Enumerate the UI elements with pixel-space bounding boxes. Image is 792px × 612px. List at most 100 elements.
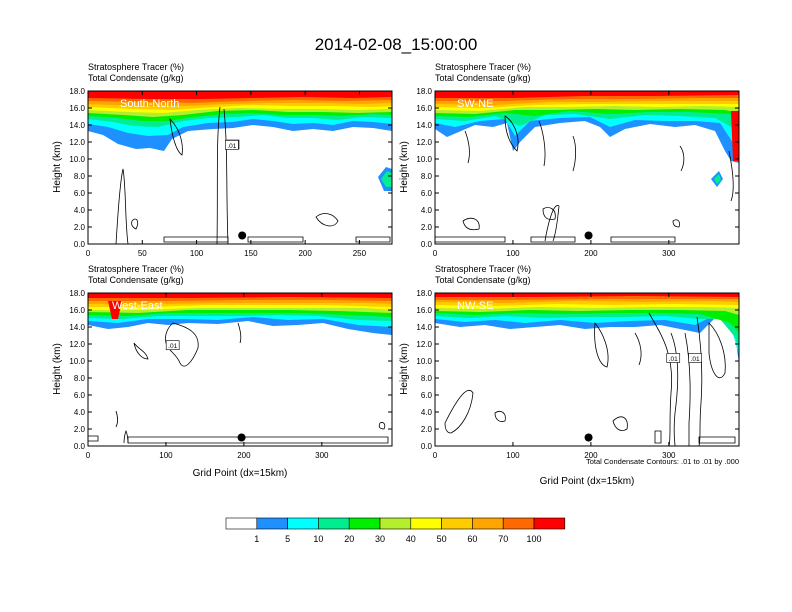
y-tick-label: 16.0 (416, 104, 432, 113)
x-tick-label: 0 (433, 249, 438, 258)
y-tick-label: 2.0 (74, 223, 86, 232)
y-tick-label: 10.0 (416, 357, 432, 366)
panel-line1: Stratosphere Tracer (%) (88, 62, 184, 72)
y-tick-label: 0.0 (421, 442, 433, 451)
panel-line2: Total Condensate (g/kg) (88, 73, 184, 83)
colorbar-swatch (318, 517, 350, 530)
x-tick-label: 200 (584, 451, 598, 460)
y-tick-label: 16.0 (69, 306, 85, 315)
colorbar-swatch (441, 517, 473, 530)
contour-label: .01 (691, 356, 700, 363)
y-axis: 0.0 2.0 4.0 6.0 8.0 10.0 12.0 14.0 16.0 18.0 (416, 289, 739, 451)
x-tick-label: 250 (353, 249, 367, 258)
y-axis: 0.0 2.0 4.0 6.0 8.0 10.0 12.0 14.0 16.0 18.0 (416, 87, 739, 249)
colorbar-label: 100 (526, 534, 541, 544)
contour-label: .01 (227, 143, 236, 150)
y-tick-label: 6.0 (74, 189, 86, 198)
panel-line1: Stratosphere Tracer (%) (435, 62, 531, 72)
y-tick-label: 0.0 (74, 240, 86, 249)
y-tick-label: 18.0 (416, 87, 432, 96)
y-tick-label: 16.0 (416, 306, 432, 315)
location-marker (237, 433, 246, 442)
x-axis: 0 50 100 150 200 250 (86, 91, 367, 258)
y-tick-label: 0.0 (74, 442, 86, 451)
x-tick-label: 100 (190, 249, 204, 258)
y-tick-label: 8.0 (421, 374, 433, 383)
colorbar-label: 10 (313, 534, 323, 544)
y-axis-label: Height (km) (399, 343, 410, 395)
colorbar-label: 50 (437, 534, 447, 544)
y-axis: 0.0 2.0 4.0 6.0 8.0 10.0 12.0 14.0 16.0 18.0 (69, 289, 392, 451)
colorbar-swatch (379, 517, 412, 530)
y-tick-label: 18.0 (69, 87, 85, 96)
y-axis-label: Height (km) (52, 141, 63, 193)
colorbar-label: 20 (344, 534, 354, 544)
x-axis-label: Grid Point (dx=15km) (193, 468, 288, 479)
y-tick-label: 12.0 (69, 340, 85, 349)
location-marker (238, 231, 247, 240)
contour-label-box (165, 340, 180, 351)
x-tick-label: 300 (662, 249, 676, 258)
panel-line2: Total Condensate (g/kg) (435, 73, 531, 83)
x-axis: 0 100 200 300 (433, 91, 676, 258)
y-tick-label: 16.0 (69, 104, 85, 113)
panel-line1: Stratosphere Tracer (%) (435, 264, 531, 274)
plot-area (435, 91, 739, 244)
y-tick-label: 14.0 (69, 323, 85, 332)
panel-label: South-North (120, 98, 179, 110)
panel-line2: Total Condensate (g/kg) (435, 275, 531, 285)
y-tick-label: 14.0 (416, 121, 432, 130)
y-tick-label: 6.0 (421, 189, 433, 198)
y-axis: 0.0 2.0 4.0 6.0 8.0 10.0 12.0 14.0 16.0 18.0 (69, 87, 392, 249)
plot-area (88, 91, 392, 244)
panel-west-east: Stratosphere Tracer (%) Total Condensate… (52, 264, 393, 479)
y-tick-label: 10.0 (69, 155, 85, 164)
plot-area (88, 293, 392, 446)
colorbar-label: 30 (375, 534, 385, 544)
y-tick-label: 8.0 (74, 374, 86, 383)
y-tick-label: 12.0 (416, 340, 432, 349)
colorbar: 1 5 10 20 30 40 50 60 70 100 (225, 517, 566, 544)
y-tick-label: 2.0 (421, 425, 433, 434)
y-tick-label: 8.0 (74, 172, 86, 181)
y-tick-label: 10.0 (416, 155, 432, 164)
y-tick-label: 8.0 (421, 172, 433, 181)
x-tick-label: 200 (298, 249, 312, 258)
plot-area (435, 293, 739, 446)
y-tick-label: 12.0 (416, 138, 432, 147)
colorbar-swatch (225, 517, 258, 530)
colorbar-swatch (348, 517, 381, 530)
panel-nw-se: Stratosphere Tracer (%) Total Condensate… (399, 264, 740, 487)
x-tick-label: 0 (86, 249, 91, 258)
x-tick-label: 200 (584, 249, 598, 258)
contour-label: .01 (168, 343, 177, 350)
y-tick-label: 4.0 (74, 206, 86, 215)
colorbar-label: 1 (254, 534, 259, 544)
y-tick-label: 12.0 (69, 138, 85, 147)
y-tick-label: 14.0 (69, 121, 85, 130)
x-tick-label: 300 (662, 451, 676, 460)
figure-title: 2014-02-08_15:00:00 (315, 35, 478, 54)
y-tick-label: 2.0 (421, 223, 433, 232)
colorbar-swatch (502, 517, 535, 530)
y-tick-label: 6.0 (74, 391, 86, 400)
contour-note: Total Condensate Contours: .01 to .01 by… (586, 457, 739, 466)
y-tick-label: 4.0 (74, 408, 86, 417)
y-tick-label: 10.0 (69, 357, 85, 366)
panel-line2: Total Condensate (g/kg) (88, 275, 184, 285)
x-tick-label: 100 (159, 451, 173, 460)
colorbar-label: 40 (406, 534, 416, 544)
x-axis: 0 100 200 300 (433, 293, 676, 460)
y-tick-label: 2.0 (74, 425, 86, 434)
x-tick-label: 50 (138, 249, 147, 258)
panel-south-north: Stratosphere Tracer (%) Total Condensate… (52, 62, 393, 258)
y-tick-label: 0.0 (421, 240, 433, 249)
colorbar-label: 5 (285, 534, 290, 544)
x-axis: 0 100 200 300 (86, 293, 329, 460)
x-tick-label: 0 (433, 451, 438, 460)
y-tick-label: 18.0 (69, 289, 85, 298)
panel-label: West-East (112, 300, 163, 312)
y-tick-label: 4.0 (421, 206, 433, 215)
y-tick-label: 4.0 (421, 408, 433, 417)
